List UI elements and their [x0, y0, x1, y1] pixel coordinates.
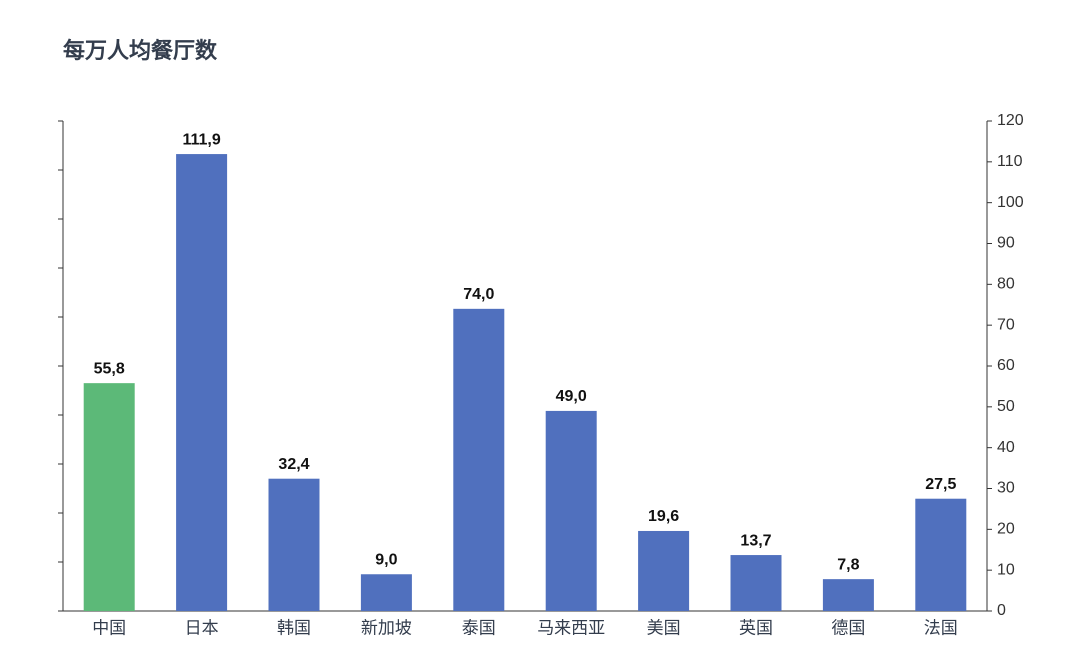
- value-label: 27,5: [925, 476, 956, 493]
- value-label: 49,0: [556, 388, 587, 405]
- x-tick-label: 中国: [92, 618, 126, 637]
- x-tick-label: 英国: [739, 618, 773, 637]
- y2-tick-label: 60: [997, 357, 1015, 374]
- y2-tick-label: 10: [997, 561, 1015, 578]
- y2-tick-label: 20: [997, 521, 1015, 538]
- bar: [915, 498, 967, 611]
- bar: [453, 308, 505, 611]
- y2-tick-label: 120: [997, 112, 1024, 129]
- x-tick-label: 新加坡: [361, 618, 412, 637]
- x-tick-label: 美国: [647, 618, 681, 637]
- y2-tick-label: 70: [997, 316, 1015, 333]
- value-label: 13,7: [740, 532, 771, 549]
- y2-tick-label: 50: [997, 398, 1015, 415]
- bar: [268, 478, 320, 611]
- bar: [638, 530, 690, 611]
- x-tick-label: 德国: [831, 618, 865, 637]
- y2-tick-label: 0: [997, 602, 1006, 619]
- value-label: 32,4: [278, 456, 309, 473]
- y2-tick-label: 100: [997, 194, 1024, 211]
- y2-tick-label: 90: [997, 235, 1015, 252]
- value-label: 74,0: [463, 286, 494, 303]
- bar: [730, 555, 782, 611]
- y2-tick-label: 80: [997, 276, 1015, 293]
- bar: [822, 579, 874, 611]
- y2-tick-label: 110: [997, 153, 1023, 170]
- y2-tick-label: 30: [997, 480, 1015, 497]
- value-label: 55,8: [94, 360, 125, 377]
- bar: [176, 154, 228, 611]
- bar: [545, 410, 597, 611]
- bar: [360, 574, 412, 611]
- x-tick-label: 泰国: [462, 618, 496, 637]
- chart-title: 每万人均餐厅数: [63, 38, 218, 63]
- value-label: 111,9: [182, 131, 220, 148]
- x-tick-label: 法国: [924, 618, 958, 637]
- value-label: 9,0: [375, 551, 397, 568]
- value-label: 7,8: [837, 556, 859, 573]
- x-tick-label: 马来西亚: [537, 618, 605, 637]
- value-label: 19,6: [648, 508, 679, 525]
- y2-tick-label: 40: [997, 439, 1015, 456]
- bar: [83, 383, 135, 611]
- x-tick-label: 日本: [185, 618, 219, 637]
- x-tick-label: 韩国: [277, 618, 311, 637]
